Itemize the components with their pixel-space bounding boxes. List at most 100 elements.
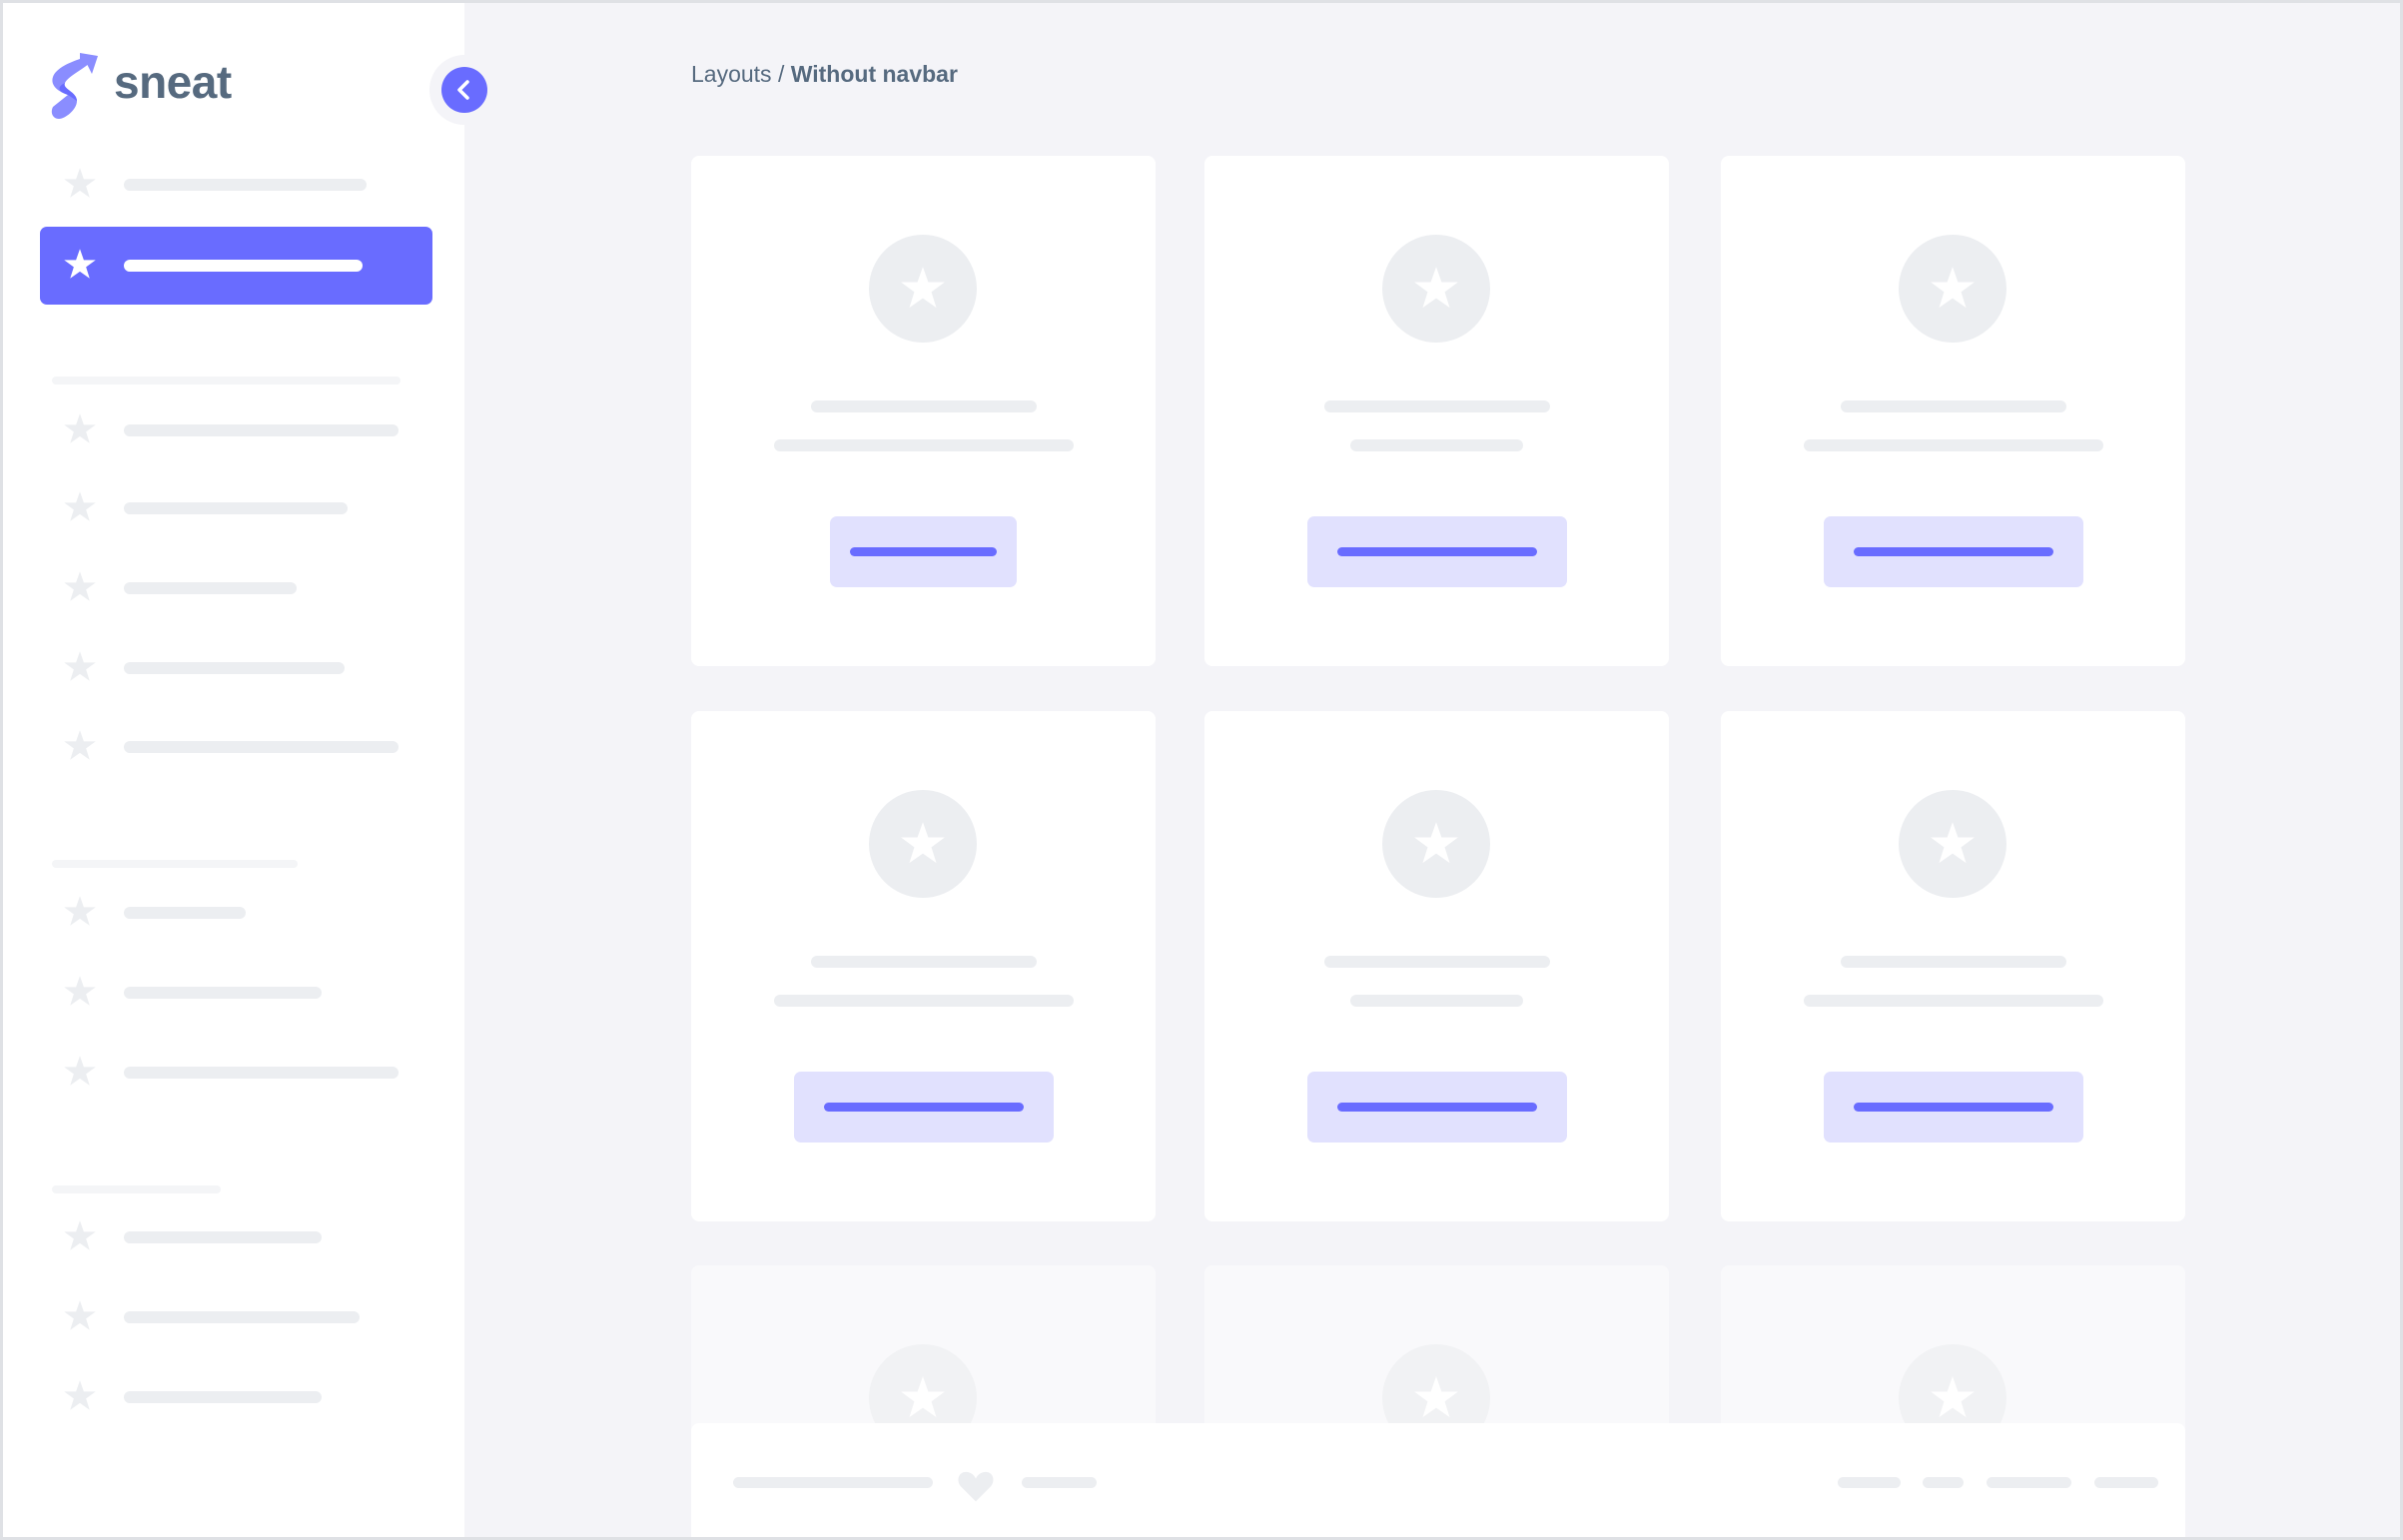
- star-icon: [62, 166, 98, 202]
- card-action-button[interactable]: [830, 516, 1017, 587]
- sidebar-item-label-placeholder: [124, 260, 363, 272]
- star-icon: [1411, 1373, 1461, 1423]
- card-action-button[interactable]: [1823, 1072, 2083, 1143]
- star-icon: [62, 1378, 98, 1414]
- brand-name: sneat: [114, 56, 232, 108]
- sidebar: sneat: [3, 3, 499, 1537]
- sidebar-item-label-placeholder: [124, 1231, 322, 1243]
- button-label-placeholder: [1853, 1103, 2053, 1112]
- star-icon: [62, 728, 98, 764]
- sneat-logo-icon: [51, 53, 98, 119]
- subtitle-placeholder: [1350, 439, 1523, 451]
- menu-section-header-placeholder: [52, 1185, 221, 1193]
- star-icon: [1928, 819, 1978, 869]
- star-icon: [62, 974, 98, 1010]
- button-label-placeholder: [1336, 547, 1537, 556]
- footer: [691, 1423, 2185, 1537]
- collapse-sidebar-button[interactable]: [441, 67, 487, 113]
- star-icon: [898, 819, 948, 869]
- button-label-placeholder: [823, 1103, 1024, 1112]
- sidebar-item-label-placeholder: [124, 1391, 322, 1403]
- sidebar-item-label-placeholder: [124, 1311, 360, 1323]
- sidebar-menu-item[interactable]: [40, 391, 432, 469]
- sidebar-menu-item[interactable]: [40, 549, 432, 627]
- sidebar-menu-item[interactable]: [40, 1034, 432, 1112]
- star-icon: [62, 569, 98, 605]
- avatar-placeholder: [1382, 790, 1490, 898]
- star-icon: [1928, 1373, 1978, 1423]
- sidebar-menu-item[interactable]: [40, 227, 432, 305]
- title-placeholder: [1323, 400, 1550, 412]
- subtitle-placeholder: [773, 995, 1074, 1007]
- star-icon: [1928, 264, 1978, 314]
- placeholder-card: [691, 711, 1156, 1221]
- card-action-button[interactable]: [1306, 516, 1567, 587]
- star-icon: [62, 411, 98, 447]
- star-icon: [62, 1218, 98, 1254]
- card-action-button[interactable]: [1306, 1072, 1567, 1143]
- button-label-placeholder: [1853, 547, 2053, 556]
- breadcrumb-current: Without navbar: [790, 61, 958, 87]
- breadcrumb-parent[interactable]: Layouts: [691, 61, 772, 87]
- star-icon: [62, 1298, 98, 1334]
- chevron-left-icon: [457, 80, 469, 100]
- star-icon: [62, 489, 98, 525]
- star-icon: [62, 649, 98, 685]
- avatar-placeholder: [869, 790, 977, 898]
- heart-icon: [956, 1467, 996, 1503]
- subtitle-placeholder: [1350, 995, 1523, 1007]
- sidebar-menu-item[interactable]: [40, 146, 432, 224]
- subtitle-placeholder: [1803, 995, 2103, 1007]
- star-icon: [62, 247, 98, 283]
- sidebar-menu-item[interactable]: [40, 1358, 432, 1436]
- placeholder-card: [1721, 156, 2185, 666]
- menu-section-header-placeholder: [52, 377, 400, 385]
- footer-link-placeholder[interactable]: [1923, 1477, 1964, 1488]
- star-icon: [1411, 264, 1461, 314]
- placeholder-card: [1721, 711, 2185, 1221]
- footer-link-placeholder[interactable]: [2094, 1477, 2158, 1488]
- avatar-placeholder: [869, 235, 977, 343]
- sidebar-item-label-placeholder: [124, 179, 367, 191]
- sidebar-menu-item[interactable]: [40, 1198, 432, 1276]
- title-placeholder: [810, 400, 1037, 412]
- star-icon: [898, 264, 948, 314]
- sidebar-menu-item[interactable]: [40, 874, 432, 952]
- sidebar-menu-item[interactable]: [40, 954, 432, 1032]
- sidebar-item-label-placeholder: [124, 582, 297, 594]
- footer-link-placeholder[interactable]: [1838, 1477, 1901, 1488]
- sidebar-item-label-placeholder: [124, 907, 246, 919]
- sidebar-menu-item[interactable]: [40, 469, 432, 547]
- sidebar-menu-item[interactable]: [40, 708, 432, 786]
- sidebar-item-label-placeholder: [124, 502, 348, 514]
- title-placeholder: [810, 956, 1037, 968]
- title-placeholder: [1840, 956, 2066, 968]
- star-icon: [898, 1373, 948, 1423]
- title-placeholder: [1323, 956, 1550, 968]
- placeholder-card: [691, 156, 1156, 666]
- star-icon: [1411, 819, 1461, 869]
- placeholder-card: [1204, 711, 1669, 1221]
- star-icon: [62, 1054, 98, 1090]
- placeholder-card: [1204, 156, 1669, 666]
- avatar-placeholder: [1382, 235, 1490, 343]
- sidebar-menu-item[interactable]: [40, 1278, 432, 1356]
- card-action-button[interactable]: [793, 1072, 1054, 1143]
- footer-text-placeholder: [1022, 1477, 1097, 1488]
- subtitle-placeholder: [773, 439, 1074, 451]
- sidebar-menu-item[interactable]: [40, 629, 432, 707]
- breadcrumb-separator: /: [771, 61, 791, 87]
- footer-link-placeholder[interactable]: [1987, 1477, 2071, 1488]
- button-label-placeholder: [850, 547, 997, 556]
- sidebar-item-label-placeholder: [124, 424, 399, 436]
- breadcrumb: Layouts / Without navbar: [691, 61, 958, 88]
- star-icon: [62, 894, 98, 930]
- avatar-placeholder: [1899, 790, 2006, 898]
- sidebar-item-label-placeholder: [124, 662, 345, 674]
- subtitle-placeholder: [1803, 439, 2103, 451]
- sidebar-item-label-placeholder: [124, 987, 322, 999]
- card-action-button[interactable]: [1823, 516, 2083, 587]
- button-label-placeholder: [1336, 1103, 1537, 1112]
- sidebar-item-label-placeholder: [124, 741, 399, 753]
